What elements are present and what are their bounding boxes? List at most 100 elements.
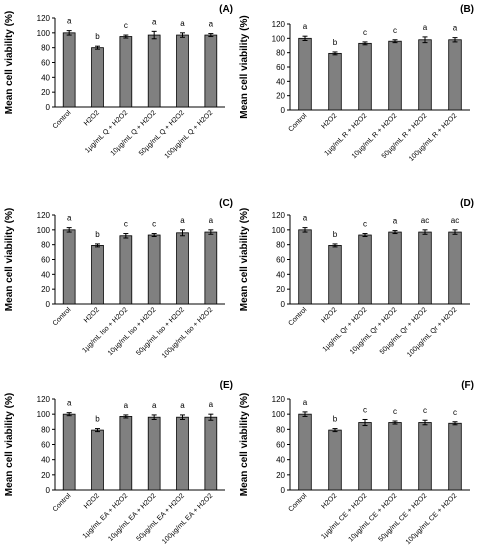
category-label: H2O2 [321,112,339,130]
bar [119,36,133,108]
y-tick-label: 0 [281,300,286,309]
significance-label: a [209,20,214,29]
panel-label: (B) [460,4,474,15]
bar [448,231,462,305]
significance-label: a [209,400,214,409]
y-tick-label: 0 [46,300,51,309]
y-tick-label: 0 [46,486,51,495]
bar [204,34,218,108]
bar [176,416,189,491]
panel-e: (E) Mean cell viability (%) 0 20 40 60 80 100 12… [4,380,233,546]
y-tick-label: 0 [46,103,51,112]
bar [448,422,462,491]
category-label: 100µg/mL EA + H2O2 [161,492,214,545]
category-label: H2O2 [321,492,339,510]
bar [147,34,161,108]
significance-label: c [453,408,457,417]
significance-label: c [423,406,427,415]
y-tick-label: 100 [272,34,286,43]
significance-label: a [303,398,308,407]
panel-label: (A) [219,4,233,15]
panel-c: (C) Mean cell viability (%) 0 20 40 60 80 100 12… [4,198,233,360]
bar [176,34,189,108]
significance-label: a [180,216,185,225]
significance-label: a [67,399,72,408]
category-label: Control [52,492,73,513]
panel-label: (E) [220,380,233,391]
bar [147,416,161,491]
y-tick-label: 60 [41,256,50,265]
significance-label: b [333,38,338,47]
y-tick-label: 120 [37,395,51,404]
y-tick-label: 100 [272,410,286,419]
y-axis-title: Mean cell viability (%) [4,208,15,311]
y-tick-label: 40 [41,73,50,82]
y-tick-label: 0 [281,106,286,115]
significance-label: a [67,214,72,223]
significance-label: b [95,230,100,239]
category-label: Control [52,109,73,130]
bar [204,416,218,491]
bar [418,231,432,305]
bar [358,42,372,111]
significance-label: c [124,220,128,229]
panel-a: (A) Mean cell viability (%) 0 20 40 60 80 100 12… [4,4,233,160]
significance-label: c [393,26,397,35]
significance-label: a [393,217,398,226]
category-label: 50µg/mL EA + H2O2 [135,492,185,542]
bar [298,37,312,111]
bar [91,245,104,305]
bar [448,39,462,111]
panel-label: (F) [461,380,474,391]
bar [328,429,342,491]
y-tick-label: 120 [272,395,286,404]
y-axis-title: Mean cell viability (%) [239,208,250,311]
y-tick-label: 80 [276,241,285,250]
significance-label: b [333,230,338,239]
significance-label: c [124,21,128,30]
category-label: H2O2 [83,109,101,127]
bar [328,52,342,111]
bar [328,245,342,305]
panel-label: (C) [219,198,233,209]
bar [358,422,372,491]
y-tick-label: 80 [41,425,50,434]
category-label: H2O2 [83,492,101,510]
significance-label: a [152,401,157,410]
bar [91,429,104,491]
y-axis-title: Mean cell viability (%) [239,393,250,496]
y-tick-label: 100 [37,226,51,235]
y-tick-label: 40 [41,270,50,279]
significance-label: a [453,24,458,33]
bar [388,422,402,491]
significance-label: a [423,23,428,32]
y-tick-label: 20 [276,285,285,294]
y-tick-label: 40 [276,77,285,86]
category-label: 10µg/mL EA + H2O2 [107,492,157,542]
category-label: 100µg/mL Qr + H2O2 [406,306,458,358]
bar [147,234,161,305]
significance-label: ac [451,216,459,225]
bar [62,32,76,108]
bar [91,47,104,108]
y-tick-label: 40 [276,456,285,465]
bar [176,232,189,305]
significance-label: c [363,405,367,414]
y-tick-label: 100 [37,410,51,419]
significance-label: b [333,415,338,424]
significance-label: c [363,28,367,37]
category-label: 100µg/mL Q + H2O2 [164,109,215,160]
y-tick-label: 80 [41,44,50,53]
significance-label: a [180,401,185,410]
panel-f: (F) Mean cell viability (%) 0 20 40 60 80 100 12… [239,380,474,546]
y-tick-label: 80 [41,241,50,250]
category-label: 50µg/mL Iso + H2O2 [135,306,186,357]
category-label: Control [287,306,308,327]
bar [62,413,76,491]
bar [298,229,312,305]
y-tick-label: 60 [276,256,285,265]
significance-label: b [95,415,100,424]
y-tick-label: 80 [276,425,285,434]
significance-label: ac [421,216,429,225]
